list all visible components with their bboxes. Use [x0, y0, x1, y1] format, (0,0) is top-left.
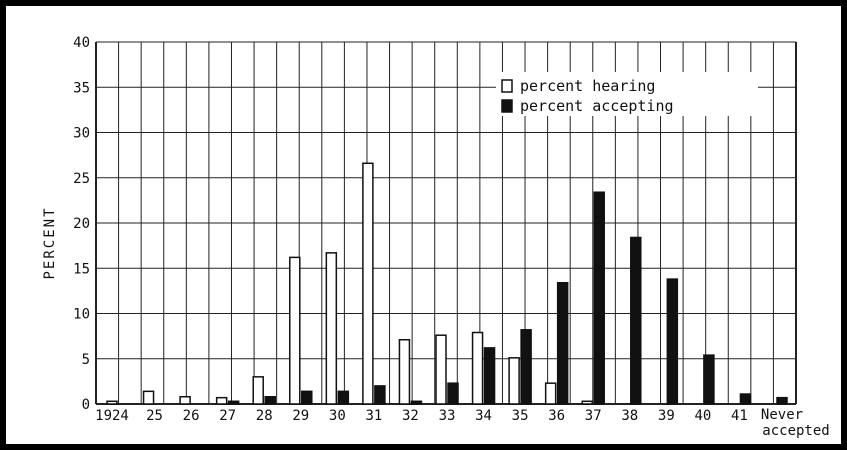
y-tick-label: 5: [82, 352, 90, 368]
bar-percent-accepting: [264, 396, 276, 405]
bar-percent-hearing: [289, 256, 301, 405]
bar-percent-accepting: [483, 347, 496, 405]
bar-percent-accepting: [337, 390, 350, 405]
bars: [106, 162, 788, 405]
x-tick-label: 38: [621, 408, 638, 424]
x-tick-label: 30: [329, 408, 346, 424]
axes: 0 5 10 15 20 25 30 35 40 PERCENT 1924 25 26 27 28 29 30 3…: [42, 35, 830, 439]
legend-box: [496, 72, 758, 116]
bar-percent-accepting: [447, 382, 459, 405]
bar-chart: 0 5 10 15 20 25 30 35 40 PERCENT 1924 25 26 27 28 29 30 3…: [42, 35, 830, 439]
bar-percent-accepting: [703, 354, 715, 405]
x-tick-label: 34: [475, 408, 492, 424]
x-tick-label: 31: [365, 408, 382, 424]
y-tick-label: 10: [73, 307, 90, 323]
x-tick-label: 25: [146, 408, 163, 424]
x-tick-label: 40: [694, 408, 711, 424]
bar-percent-accepting: [776, 396, 788, 405]
x-tick-label: 37: [585, 408, 602, 424]
x-tick-label: 32: [402, 408, 419, 424]
bar-percent-hearing: [508, 357, 520, 405]
x-tick-label: 1924: [95, 408, 129, 424]
chart-frame: 0 5 10 15 20 25 30 35 40 PERCENT 1924 25 26 27 28 29 30 3…: [6, 6, 841, 444]
bar-percent-hearing: [362, 162, 374, 405]
bar-percent-hearing: [398, 338, 411, 405]
bar-percent-accepting: [227, 400, 240, 405]
x-tick-label: 36: [548, 408, 565, 424]
x-tick-label: 27: [219, 408, 236, 424]
x-tick-label: 28: [256, 408, 273, 424]
grid: [95, 41, 797, 405]
x-tick-label: Never: [761, 407, 803, 423]
x-tick-label: 26: [183, 408, 200, 424]
x-tick-label: 35: [512, 408, 529, 424]
bar-percent-hearing: [544, 382, 557, 405]
y-tick-label: 15: [73, 261, 90, 277]
legend-label-hearing: percent hearing: [520, 77, 655, 95]
bar-percent-accepting: [739, 393, 752, 405]
bar-percent-accepting: [556, 281, 569, 405]
bar-percent-hearing: [325, 252, 338, 405]
x-tick-label: accepted: [762, 423, 829, 439]
bar-percent-hearing: [215, 396, 228, 405]
legend-swatch-hearing: [501, 79, 513, 93]
bar-percent-hearing: [142, 390, 155, 405]
bar-percent-hearing: [435, 334, 447, 405]
y-tick-label: 40: [73, 35, 90, 51]
bar-percent-hearing: [581, 400, 593, 405]
x-tick-label: 29: [292, 408, 309, 424]
y-tick-label: 35: [73, 80, 90, 96]
legend: percent hearing percent accepting: [496, 72, 758, 116]
bar-percent-hearing: [252, 376, 264, 405]
bar-percent-accepting: [410, 400, 423, 405]
bar-percent-accepting: [520, 329, 532, 405]
bar-percent-accepting: [301, 390, 313, 405]
y-tick-label: 30: [73, 126, 90, 142]
x-tick-label: 39: [658, 408, 675, 424]
bar-percent-hearing: [106, 400, 118, 405]
legend-swatch-accepting: [501, 99, 513, 113]
y-tick-label: 25: [73, 171, 90, 187]
legend-label-accepting: percent accepting: [520, 97, 674, 115]
bar-percent-hearing: [179, 396, 191, 405]
bar-percent-accepting: [374, 385, 386, 405]
bar-percent-accepting: [593, 191, 605, 405]
x-tick-label: 33: [439, 408, 456, 424]
y-tick-label: 0: [82, 397, 90, 413]
y-tick-label: 20: [73, 216, 90, 232]
x-tick-label: 41: [731, 408, 748, 424]
bar-percent-accepting: [630, 236, 642, 405]
bar-percent-accepting: [666, 278, 679, 405]
y-axis-label: PERCENT: [42, 206, 58, 279]
bar-percent-hearing: [471, 331, 484, 405]
